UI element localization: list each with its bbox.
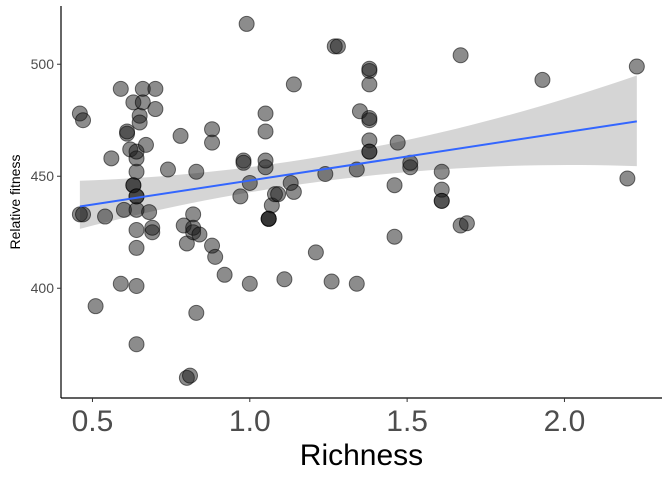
data-point <box>103 150 120 167</box>
data-point <box>235 154 252 171</box>
data-point <box>204 121 221 138</box>
data-point <box>141 204 158 221</box>
data-point <box>619 170 636 187</box>
y-axis-title: Relative fitness <box>7 155 23 250</box>
data-point <box>128 163 145 180</box>
x-tick-label: 1.5 <box>386 405 428 438</box>
data-point <box>232 188 249 205</box>
labels-layer: 400 450 500 0.5 1.0 1.5 2.0 Richness Relative fi… <box>7 56 585 472</box>
regression-line <box>79 120 637 208</box>
data-point <box>433 163 450 180</box>
data-point <box>134 94 151 111</box>
data-point <box>276 271 293 288</box>
data-point <box>361 60 378 77</box>
data-point <box>270 186 287 203</box>
data-point <box>137 136 154 153</box>
data-point <box>128 336 145 353</box>
data-point <box>112 80 129 97</box>
data-point <box>131 114 148 131</box>
data-point <box>204 134 221 151</box>
points-layer <box>71 15 645 386</box>
data-point <box>452 47 469 64</box>
data-point <box>159 161 176 178</box>
data-point <box>112 275 129 292</box>
data-point <box>329 38 346 55</box>
data-point <box>348 161 365 178</box>
data-point <box>241 174 258 191</box>
data-point <box>119 123 136 140</box>
data-point <box>534 71 551 88</box>
data-point <box>348 275 365 292</box>
data-point <box>75 112 92 129</box>
data-point <box>361 110 378 126</box>
data-point <box>87 298 104 315</box>
confidence-band-layer <box>79 75 637 229</box>
data-point <box>147 80 164 97</box>
confidence-band <box>79 75 637 229</box>
data-point <box>285 76 302 93</box>
data-point <box>97 208 114 225</box>
data-point <box>207 248 224 265</box>
data-point <box>260 210 277 227</box>
data-point <box>307 244 324 261</box>
y-tick-label: 400 <box>31 280 55 296</box>
data-point <box>628 58 645 75</box>
axes-layer <box>57 6 662 402</box>
x-axis-title: Richness <box>300 439 423 472</box>
x-tick-label: 0.5 <box>72 405 114 438</box>
data-point <box>323 273 340 290</box>
data-point <box>361 76 378 93</box>
y-tick-label: 450 <box>31 168 55 184</box>
data-point <box>188 163 205 180</box>
data-point <box>144 219 161 236</box>
data-point <box>188 304 205 321</box>
data-point <box>216 266 233 283</box>
data-point <box>241 275 258 292</box>
data-point <box>458 215 475 232</box>
data-point <box>147 101 164 118</box>
fit-line-layer <box>79 120 637 208</box>
data-point <box>172 127 189 144</box>
data-point <box>75 206 92 223</box>
y-tick-label: 500 <box>31 56 55 72</box>
x-tick-label: 1.0 <box>229 405 271 438</box>
data-point <box>257 152 274 169</box>
x-tick-label: 2.0 <box>544 405 586 438</box>
data-point <box>257 105 274 122</box>
data-point <box>433 192 450 209</box>
data-point <box>191 226 208 243</box>
data-point <box>128 278 145 294</box>
data-point <box>389 134 406 151</box>
data-point <box>128 239 145 256</box>
data-point <box>285 183 302 200</box>
data-point <box>257 123 274 140</box>
data-point <box>185 206 202 223</box>
data-point <box>238 15 255 32</box>
data-point <box>361 143 378 160</box>
data-point <box>386 228 403 245</box>
data-point <box>128 222 145 238</box>
data-point <box>182 367 199 384</box>
data-point <box>386 177 403 194</box>
